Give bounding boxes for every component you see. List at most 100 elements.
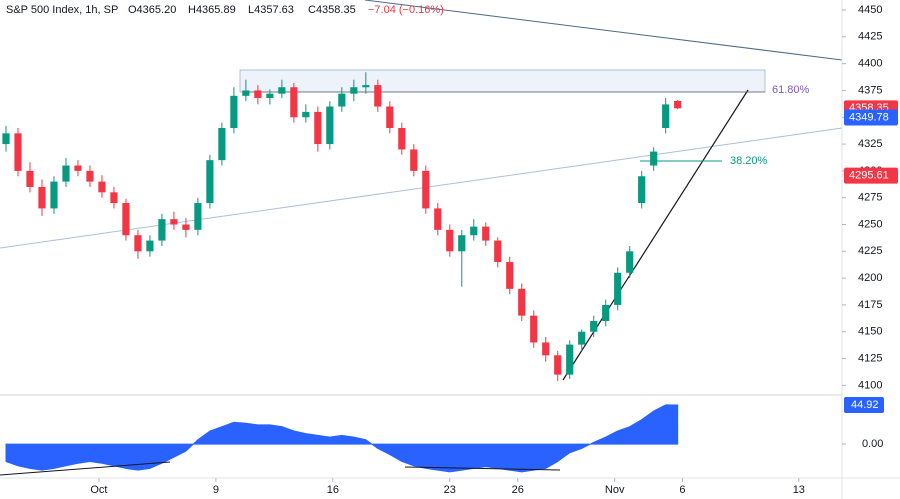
- candle-body: [278, 87, 286, 94]
- y-tick-label: 4225: [858, 245, 882, 257]
- candle-body: [614, 272, 622, 305]
- x-tick-label: 26: [512, 484, 524, 496]
- candle-body: [62, 165, 70, 182]
- candle-body: [230, 95, 238, 128]
- trend-line: [562, 89, 749, 381]
- candle-body: [242, 90, 250, 96]
- ohlc-low: L4357.63: [248, 4, 294, 16]
- candle-body: [650, 151, 658, 166]
- y-tick-label: 4200: [858, 272, 882, 284]
- ohlc-change: −7.04 (−0.16%): [368, 4, 444, 16]
- header: S&P 500 Index, 1h, SP O4365.20 H4365.89 …: [6, 4, 444, 16]
- y-tick-label: 4125: [858, 352, 882, 364]
- candle-body: [470, 226, 478, 236]
- ohlc-high: H4365.89: [188, 4, 236, 16]
- x-tick-label: 23: [444, 484, 456, 496]
- candle-body: [350, 87, 358, 94]
- trend-line: [0, 127, 843, 249]
- x-tick-label: 16: [327, 484, 339, 496]
- candle-body: [506, 262, 514, 289]
- candle-body: [38, 186, 46, 209]
- candle-body: [14, 133, 22, 171]
- y-tick-label: 4450: [858, 4, 882, 16]
- y-tick-label: 4400: [858, 58, 882, 70]
- range-box: [239, 69, 766, 93]
- oscillator-badge: [844, 396, 884, 413]
- candle-body: [74, 165, 82, 171]
- price-badge-label: 4295.61: [849, 169, 889, 181]
- candle-body: [662, 104, 670, 128]
- candle-body: [302, 111, 310, 118]
- candle-body: [578, 331, 586, 345]
- candle-body: [626, 251, 634, 273]
- divergence-line: [0, 461, 171, 476]
- candle-body: [194, 203, 202, 230]
- candle-body: [290, 87, 298, 118]
- divergence-line: [404, 466, 561, 471]
- candle-body: [602, 304, 610, 322]
- candle-body: [26, 170, 34, 187]
- candle-body: [518, 288, 526, 316]
- candle-body: [50, 181, 58, 209]
- y-tick-label: 4150: [858, 326, 882, 338]
- candle-body: [674, 100, 682, 109]
- candle-body: [170, 219, 178, 225]
- candle-body: [386, 106, 394, 128]
- x-tick-label: Nov: [605, 484, 625, 496]
- candle-body: [110, 192, 118, 204]
- x-tick-label: 6: [679, 484, 685, 496]
- candle-body: [2, 133, 10, 145]
- y-tick-label: 4375: [858, 84, 882, 96]
- y-tick-label: 0.00: [862, 438, 883, 450]
- candle-body: [158, 219, 166, 241]
- y-tick-label: 4175: [858, 299, 882, 311]
- candle-body: [254, 90, 262, 98]
- oscillator-badge-label: 44.92: [851, 399, 879, 411]
- ohlc-close: C4358.35: [308, 4, 356, 16]
- candle-body: [134, 235, 142, 252]
- y-tick-label: 4275: [858, 192, 882, 204]
- candle-body: [326, 106, 334, 145]
- candle-body: [410, 149, 418, 171]
- candle-body: [218, 127, 226, 161]
- candle-body: [338, 93, 346, 107]
- candle-body: [482, 226, 490, 241]
- oscillator-area: [5, 404, 679, 473]
- candle-body: [422, 170, 430, 209]
- fib-label: 61.80%: [772, 84, 810, 96]
- candle-body: [398, 127, 406, 150]
- candle-body: [146, 240, 154, 252]
- candle-body: [434, 208, 442, 230]
- y-tick-label: 4425: [858, 31, 882, 43]
- candle-body: [554, 355, 562, 375]
- candle-body: [314, 111, 322, 145]
- candle-body: [566, 344, 574, 375]
- y-tick-label: 4100: [858, 379, 882, 391]
- candle-body: [86, 170, 94, 182]
- ohlc-open: O4365.20: [128, 4, 176, 16]
- candle-body: [542, 342, 550, 356]
- candle-body: [182, 224, 190, 230]
- candle-body: [362, 85, 370, 88]
- y-tick-label: 4250: [858, 218, 882, 230]
- candle-body: [446, 229, 454, 252]
- candle-body: [266, 93, 274, 98]
- candle-body: [494, 240, 502, 263]
- candle-body: [638, 176, 646, 204]
- price-badge: [844, 167, 898, 184]
- y-tick-label: 4325: [858, 138, 882, 150]
- price-badge: [844, 109, 898, 126]
- trend-line: [364, 0, 843, 61]
- candle-body: [206, 160, 214, 204]
- chart-title: S&P 500 Index, 1h, SP: [6, 4, 118, 16]
- candle-body: [458, 235, 466, 252]
- price-badge-label: 4349.78: [849, 111, 889, 123]
- candle-body: [98, 181, 106, 193]
- x-tick-label: Oct: [90, 484, 107, 496]
- candle-body: [590, 321, 598, 332]
- candle-body: [374, 85, 382, 107]
- x-tick-label: 13: [793, 484, 805, 496]
- candle-body: [122, 203, 130, 236]
